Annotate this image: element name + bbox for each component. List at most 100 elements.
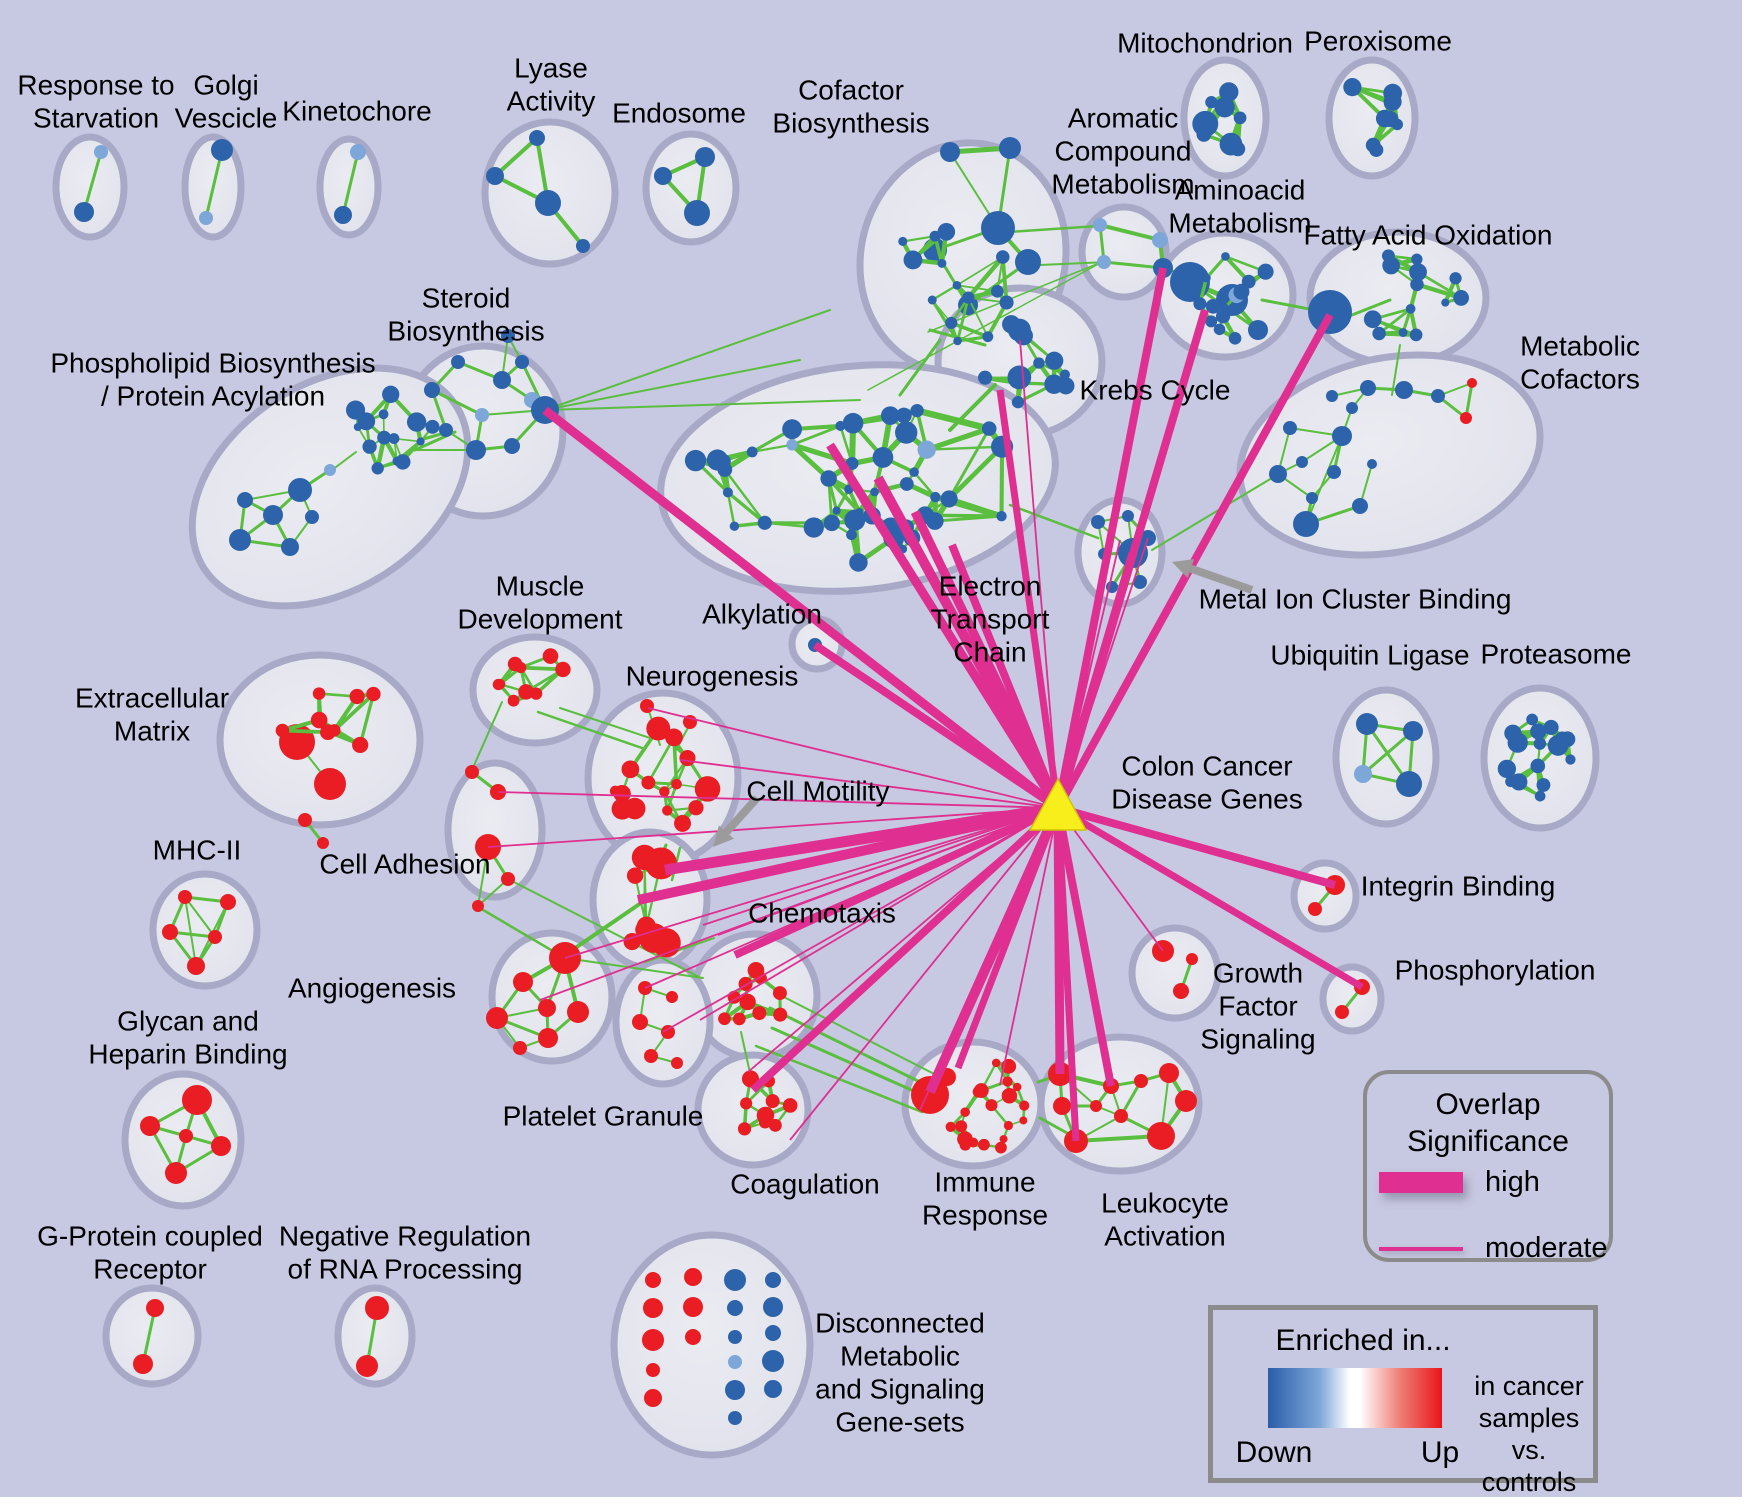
platelet-granule-label: Platelet Granule (503, 1100, 704, 1131)
gene-set-node (1233, 283, 1250, 300)
gene-set-node (940, 142, 960, 162)
gene-set-node (178, 890, 192, 904)
cluster-net-cell-adhesion (465, 765, 515, 912)
gene-set-node (960, 1107, 970, 1117)
g-protein-coupled-receptor-label: G-Protein coupled (37, 1220, 263, 1251)
gene-set-node (1411, 253, 1423, 265)
gene-set-node (695, 147, 715, 167)
cluster-net-response-to-starvation (74, 145, 108, 222)
gene-set-node (1360, 380, 1376, 396)
gene-set-node (927, 295, 937, 305)
gene-set-node (684, 1268, 702, 1286)
gene-set-node (1114, 1109, 1128, 1123)
gene-set-node (737, 1122, 752, 1136)
cluster-net-disconnected-gene-sets (642, 1268, 784, 1425)
gene-set-edge (912, 470, 937, 499)
gene-set-edge (1000, 255, 1009, 305)
gene-set-node (842, 412, 864, 434)
gene-set-node (406, 412, 427, 432)
overlap-edge-moderate (999, 807, 1059, 1086)
leukocyte-activation-label: Activation (1104, 1220, 1225, 1251)
gene-set-node (729, 521, 740, 531)
gene-set-node (666, 991, 678, 1003)
lyase-activity-label: Activity (507, 85, 596, 116)
gene-set-node (981, 211, 1015, 245)
gene-set-node (977, 370, 993, 385)
gene-set-node (896, 407, 912, 424)
cofactor-biosynthesis-label: Cofactor (798, 74, 904, 105)
gene-set-node (1365, 137, 1381, 153)
peroxisome-label: Peroxisome (1304, 25, 1452, 56)
gene-set-edge (184, 896, 216, 938)
gene-set-node (1159, 1063, 1179, 1083)
overlap-edge-high (1056, 804, 1337, 889)
overlap-edge-high (636, 803, 1060, 905)
overlap-edge-moderate (717, 807, 1059, 936)
gene-set-node (1296, 456, 1308, 468)
cluster-bubble-cell-adhesion (444, 759, 546, 901)
gene-set-node (377, 430, 391, 445)
integrin-binding-label: Integrin Binding (1361, 870, 1556, 901)
annotations (713, 559, 1254, 847)
gene-set-edge (493, 136, 539, 178)
overlap-edge-high (812, 641, 1061, 812)
gene-set-node (1343, 78, 1362, 97)
legend-overlap-title-line1: Overlap (1435, 1088, 1541, 1121)
gene-set-node (724, 1269, 746, 1291)
gene-set-node (507, 656, 523, 672)
chemotaxis-label: Chemotaxis (748, 897, 896, 928)
gene-set-node (237, 492, 253, 508)
gene-set-node (1335, 1005, 1349, 1019)
gene-set-node (1170, 262, 1210, 302)
gene-set-node (1382, 256, 1400, 275)
gene-set-node (1219, 82, 1239, 102)
gene-set-node (940, 490, 958, 508)
gene-set-node (955, 1120, 968, 1133)
gene-set-node (1530, 758, 1546, 774)
gene-set-node (288, 478, 312, 502)
gene-set-node (632, 1014, 648, 1030)
gene-set-edge (1361, 729, 1415, 776)
response-to-starvation-label: Starvation (33, 102, 159, 133)
overlap-edge-moderate (699, 807, 1059, 1021)
gene-set-node (717, 462, 733, 477)
gene-set-edge (967, 296, 989, 338)
cluster-net-extracellular-matrix (275, 686, 381, 849)
gene-set-node (642, 1329, 664, 1351)
gene-set-node (465, 765, 479, 779)
gene-set-node (542, 648, 559, 664)
gene-set-edge (913, 407, 993, 432)
gene-set-node (835, 420, 846, 431)
gene-set-node (1015, 377, 1027, 389)
colon-cancer-disease-genes-hub (1028, 777, 1088, 831)
gene-set-node (1396, 771, 1422, 797)
gene-set-node (1554, 731, 1571, 748)
gene-set-node (1367, 459, 1377, 469)
gene-set-edge (430, 388, 484, 417)
gene-set-node (1332, 426, 1352, 446)
gene-set-node (416, 437, 425, 446)
legend-overlap-title-line2: Significance (1407, 1125, 1569, 1158)
gene-set-node (996, 510, 1007, 522)
gene-set-node (1363, 310, 1382, 329)
cluster-networks (74, 78, 1576, 1425)
steroid-biosynthesis-label: Biosynthesis (387, 315, 544, 346)
gene-set-node (981, 421, 997, 436)
muscle-development-label: Development (458, 603, 623, 634)
gene-set-node (765, 1094, 780, 1109)
gene-set-node (1409, 328, 1423, 342)
gene-set-node (645, 1272, 661, 1288)
cluster-net-coagulation (737, 1070, 798, 1136)
alkylation-label: Alkylation (702, 598, 822, 629)
gene-set-node (466, 440, 486, 460)
gene-set-node (1504, 724, 1522, 742)
cofactor-biosynthesis-label: Biosynthesis (772, 107, 929, 138)
cluster-net-metabolic-cofactors (1269, 378, 1477, 537)
electron-transport-chain-label: Electron (939, 570, 1042, 601)
gene-set-node (187, 957, 205, 975)
colon-cancer-disease-genes-label: Disease Genes (1111, 783, 1302, 814)
gene-set-edge (966, 254, 1005, 300)
endosome-label: Endosome (612, 97, 746, 128)
angiogenesis-label: Angiogenesis (288, 972, 456, 1003)
gene-set-node (671, 1057, 683, 1069)
